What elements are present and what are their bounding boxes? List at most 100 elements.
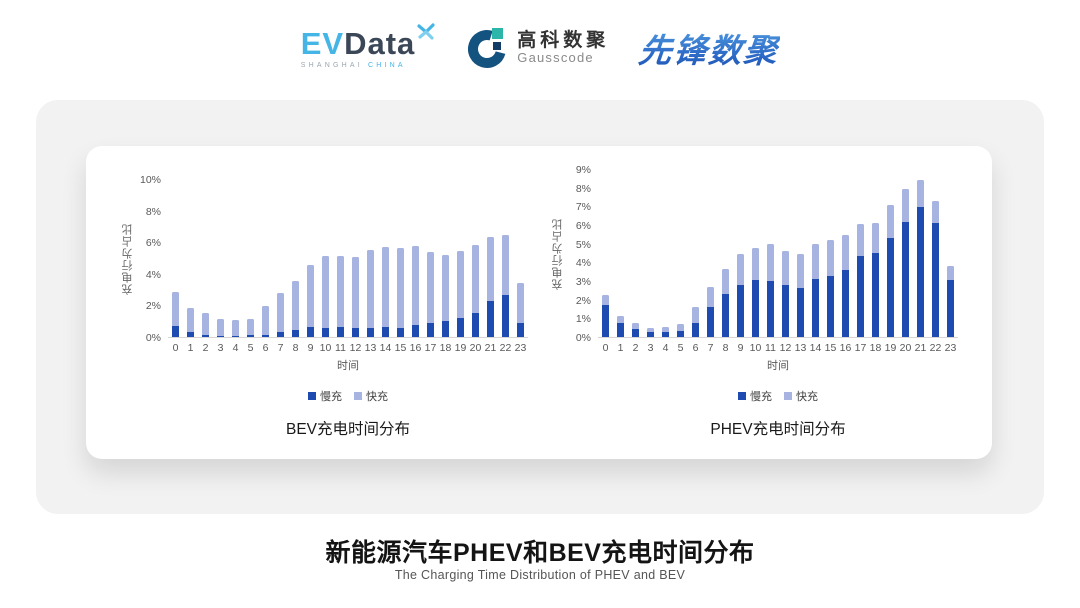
bar-segment-slow	[412, 325, 419, 337]
stacked-bar-hour-7	[707, 170, 714, 337]
bar-segment-slow	[202, 334, 209, 337]
evdata-logo: EV Data SHANGHAI CHINA	[300, 22, 437, 69]
legend-label: 慢充	[750, 391, 772, 403]
evdata-data-text: Data	[344, 25, 416, 61]
bar-slot	[378, 180, 393, 337]
bar-slot	[703, 170, 718, 337]
plot-row: 充电行为占比 9% 8% 7% 6% 5% 4% 3% 2% 1% 0%	[550, 164, 958, 344]
y-tick-label: 3%	[575, 276, 591, 288]
bar-segment-slow	[647, 332, 654, 337]
evdata-ev-text: EV	[300, 25, 345, 61]
y-tick-label: 6%	[575, 220, 591, 232]
x-tick-label: 7	[277, 342, 284, 354]
bar-segment-fast	[827, 239, 834, 276]
bar-slot	[808, 170, 823, 337]
bar-segment-fast	[797, 254, 804, 288]
bar-segment-slow	[292, 329, 299, 337]
pioneer-logo: 先锋数聚	[637, 24, 782, 72]
stacked-bar-hour-18	[872, 170, 879, 337]
bar-slot	[883, 170, 898, 337]
y-tick-label: 8%	[145, 205, 161, 218]
x-labels: 0 1 2 3 4 5 6 7 8 9 10 11 12 13 14 15 16 17 18 19 20 21 22 23	[168, 342, 528, 354]
bar-slot	[498, 180, 513, 337]
stacked-bar-hour-5	[247, 180, 254, 337]
bar-segment-fast	[662, 326, 669, 333]
bar-slot	[258, 180, 273, 337]
y-tick-label: 5%	[575, 238, 591, 251]
bar-segment-fast	[647, 327, 654, 333]
y-ticks: 10% 8% 6% 4% 2% 0%	[136, 174, 168, 344]
bar-segment-slow	[602, 304, 609, 337]
y-tick-label: 2%	[145, 300, 161, 313]
bar-segment-fast	[187, 307, 194, 333]
stacked-bar-hour-4	[662, 170, 669, 337]
phev-chart: 充电行为占比 9% 8% 7% 6% 5% 4% 3% 2% 1% 0% 0 1 2 3 4 5 6 7 8 9 10…	[550, 164, 958, 439]
bar-segment-fast	[692, 307, 699, 324]
page-title: 新能源汽车PHEV和BEV充电时间分布	[325, 539, 755, 567]
x-tick-label: 21	[484, 342, 497, 354]
bar-slot	[778, 170, 793, 337]
stacked-bar-hour-22	[932, 170, 939, 337]
bar-segment-fast	[262, 306, 269, 335]
x-tick-label: 2	[202, 342, 209, 354]
stacked-bar-hour-11	[767, 170, 774, 337]
stacked-bar-hour-4	[232, 180, 239, 337]
bar-slot	[748, 170, 763, 337]
bar-slot	[438, 180, 453, 337]
x-tick-label: 11	[765, 342, 776, 354]
bar-slot	[198, 180, 213, 337]
x-tick-label: 18	[439, 342, 452, 354]
bar-segment-fast	[617, 315, 624, 324]
stacked-bar-hour-20	[472, 180, 479, 337]
bar-segment-fast	[472, 245, 479, 313]
bar-slot	[718, 170, 733, 337]
plot-area	[598, 170, 958, 338]
x-tick-label: 18	[869, 342, 882, 354]
bar-segment-slow	[487, 300, 494, 337]
bar-slot	[363, 180, 378, 337]
bar-segment-fast	[707, 286, 714, 308]
stacked-bar-hour-9	[307, 180, 314, 337]
bar-segment-slow	[902, 221, 909, 337]
stacked-bar-hour-14	[382, 180, 389, 337]
bar-segment-fast	[767, 244, 774, 282]
bar-segment-fast	[677, 324, 684, 332]
legend-item: 慢充	[308, 388, 342, 404]
x-tick-label: 6	[262, 342, 269, 354]
chart-title: BEV充电时间分布	[285, 421, 410, 438]
bar-slot	[453, 180, 468, 337]
x-tick-label: 6	[692, 342, 699, 354]
bar-segment-fast	[202, 313, 209, 335]
bar-segment-slow	[442, 321, 449, 337]
y-tick-label: 4%	[145, 268, 161, 281]
stacked-bar-hour-10	[322, 180, 329, 337]
bar-segment-slow	[692, 323, 699, 337]
x-axis-title: 时间	[337, 360, 359, 372]
x-tick-label: 16	[409, 342, 422, 354]
bar-segment-fast	[352, 256, 359, 329]
bar-segment-fast	[602, 295, 609, 305]
stacked-bar-hour-19	[457, 180, 464, 337]
bar-slot	[928, 170, 943, 337]
bar-segment-slow	[932, 222, 939, 337]
x-tick-label: 8	[292, 342, 299, 354]
x-tick-label: 0	[602, 342, 609, 354]
bar-segment-fast	[457, 250, 464, 319]
stacked-bar-hour-15	[397, 180, 404, 337]
x-tick-label: 3	[217, 342, 224, 354]
bar-segment-fast	[232, 320, 239, 337]
bar-segment-fast	[517, 282, 524, 323]
bar-segment-slow	[367, 327, 374, 337]
bar-segment-fast	[887, 205, 894, 238]
stacked-bar-hour-0	[602, 170, 609, 337]
bar-segment-fast	[752, 247, 759, 281]
stacked-bar-hour-7	[277, 180, 284, 337]
x-tick-label: 2	[632, 342, 639, 354]
y-tick-label: 7%	[575, 201, 591, 214]
bar-segment-slow	[502, 295, 509, 337]
bar-segment-slow	[662, 332, 669, 337]
stacked-bar-hour-1	[617, 170, 624, 337]
stacked-bar-hour-16	[412, 180, 419, 337]
x-tick-label: 11	[335, 342, 346, 354]
charts-row: 充电行为占比 10% 8% 6% 4% 2% 0% 0 1 2 3 4 5 6 7 8 9 10 11 12 13 1…	[86, 146, 992, 459]
